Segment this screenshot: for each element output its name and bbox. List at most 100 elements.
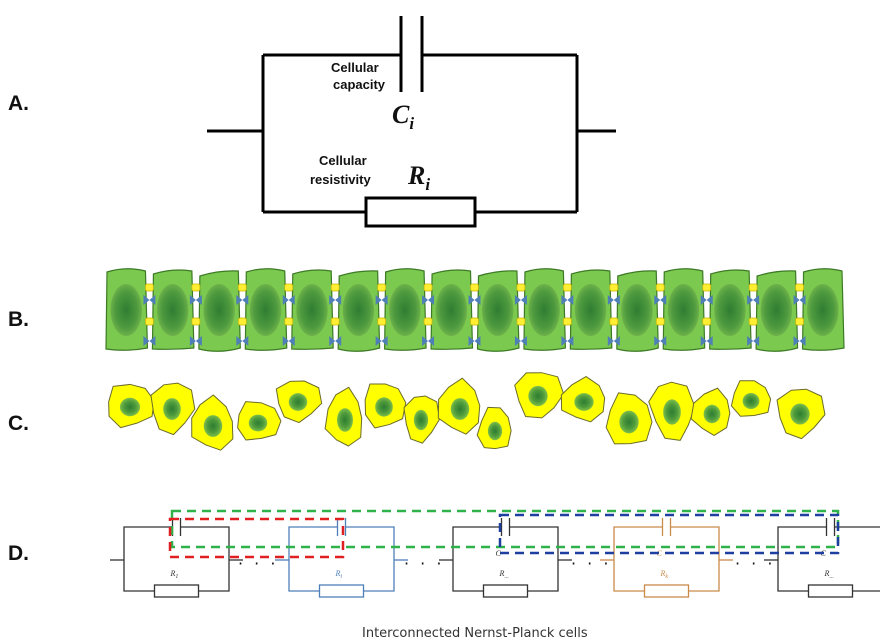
gap-junction <box>700 336 713 346</box>
gap-junction <box>375 336 388 346</box>
gap-junction <box>793 336 806 346</box>
gap-junction <box>329 336 342 346</box>
tight-junction <box>795 317 804 326</box>
ellipsis-3: · · · <box>571 554 611 573</box>
tight-junction <box>237 317 247 326</box>
tight-junction <box>330 283 340 292</box>
cell-nucleus <box>203 284 235 336</box>
tight-junction <box>191 317 201 326</box>
gap-junction <box>422 295 435 305</box>
tight-junction <box>191 283 201 292</box>
tight-junction <box>284 317 294 326</box>
rc-unit-wire <box>777 526 880 592</box>
resistor-symbol <box>643 584 690 598</box>
resistor-label-subscript: ... <box>829 574 834 580</box>
gap-junction <box>561 336 574 346</box>
figure-caption: Interconnected Nernst-Planck cells <box>362 626 588 641</box>
rc-unit-wire <box>452 526 559 592</box>
cell-nucleus <box>249 284 282 336</box>
resistor-label: R... <box>824 569 834 580</box>
resistor-symbol <box>153 584 200 598</box>
resistor-label-symbol: R <box>660 569 666 578</box>
gap-junction <box>607 295 620 305</box>
green-dashed-group-box <box>170 509 840 549</box>
red-dashed-group-box <box>168 517 345 559</box>
rc-unit-wire <box>123 526 230 592</box>
resistor-label: Rk <box>660 569 669 580</box>
panel-a-letter: A. <box>8 92 29 115</box>
cell-nucleus <box>574 284 607 336</box>
cell-nucleus <box>528 284 560 336</box>
cell-nucleus <box>389 284 421 336</box>
capacitor-label: C <box>496 549 502 558</box>
cell-nucleus <box>375 397 393 417</box>
tight-junction <box>470 283 479 292</box>
cell-nucleus <box>667 284 700 336</box>
capacitor-label: C <box>657 549 663 558</box>
gap-junction <box>793 295 806 305</box>
gap-junction <box>282 295 295 305</box>
ellipsis-2: · · · <box>404 554 444 573</box>
cell-nucleus <box>806 284 839 336</box>
cell-nucleus <box>288 393 308 411</box>
resistivity-label-line2: resistivity <box>310 172 371 187</box>
resistor-label-symbol: R <box>499 569 505 578</box>
gap-junction <box>143 295 156 305</box>
cell-nucleus <box>663 399 681 425</box>
cell-nucleus <box>742 393 760 409</box>
resistor-label-symbol: R <box>824 569 830 578</box>
resistor-label: R1 <box>170 569 179 580</box>
gap-junction <box>607 336 620 346</box>
gap-junction <box>747 336 760 346</box>
resistor-symbol <box>807 584 854 598</box>
cell-nucleus <box>481 284 514 336</box>
resistor-symbol <box>364 196 477 228</box>
tight-junction <box>702 283 712 292</box>
cell-nucleus <box>248 414 268 432</box>
gap-junction <box>514 336 527 346</box>
tight-junction <box>609 283 619 292</box>
cell-nucleus <box>119 397 141 417</box>
rc-circuit-diagram <box>207 16 616 228</box>
gap-junction <box>654 295 667 305</box>
resistor-symbol <box>482 584 529 598</box>
tight-junction <box>145 283 154 292</box>
tight-junction <box>145 317 154 326</box>
tight-junction <box>655 283 665 292</box>
resistor-symbol <box>318 584 365 598</box>
cell-nucleus <box>156 284 189 336</box>
cell-nucleus <box>714 284 746 336</box>
tight-junction <box>748 317 758 326</box>
tight-junction <box>377 317 387 326</box>
gap-junction <box>236 295 249 305</box>
cell-nucleus <box>703 404 721 424</box>
cell-nucleus <box>110 284 143 336</box>
resistor-label-subscript: ... <box>504 574 509 580</box>
gap-junction <box>282 336 295 346</box>
resistor-label-subscript: i <box>340 574 342 580</box>
ellipsis-1: · · · <box>238 554 278 573</box>
gap-junction <box>561 295 574 305</box>
resistor-label: Ri <box>335 569 343 580</box>
capacity-label-line1: Cellular <box>331 60 379 75</box>
cell-nucleus <box>790 403 810 425</box>
cell-nucleus <box>296 284 328 336</box>
cell-nucleus <box>619 410 639 434</box>
tight-junction <box>516 283 526 292</box>
tight-junction <box>470 317 479 326</box>
gap-junction <box>514 295 527 305</box>
rc-unit-wire <box>613 526 720 592</box>
tight-junction <box>748 283 758 292</box>
capacity-label-line2: capacity <box>333 77 386 92</box>
gap-junction <box>375 295 388 305</box>
gap-junction <box>700 295 713 305</box>
tight-junction <box>237 283 247 292</box>
blue-dashed-group-box <box>498 513 840 555</box>
resistor-label-subscript: 1 <box>175 574 178 580</box>
resistor-label: R... <box>499 569 509 580</box>
resistor-label-subscript: k <box>665 574 668 580</box>
cell-nucleus <box>760 284 793 336</box>
